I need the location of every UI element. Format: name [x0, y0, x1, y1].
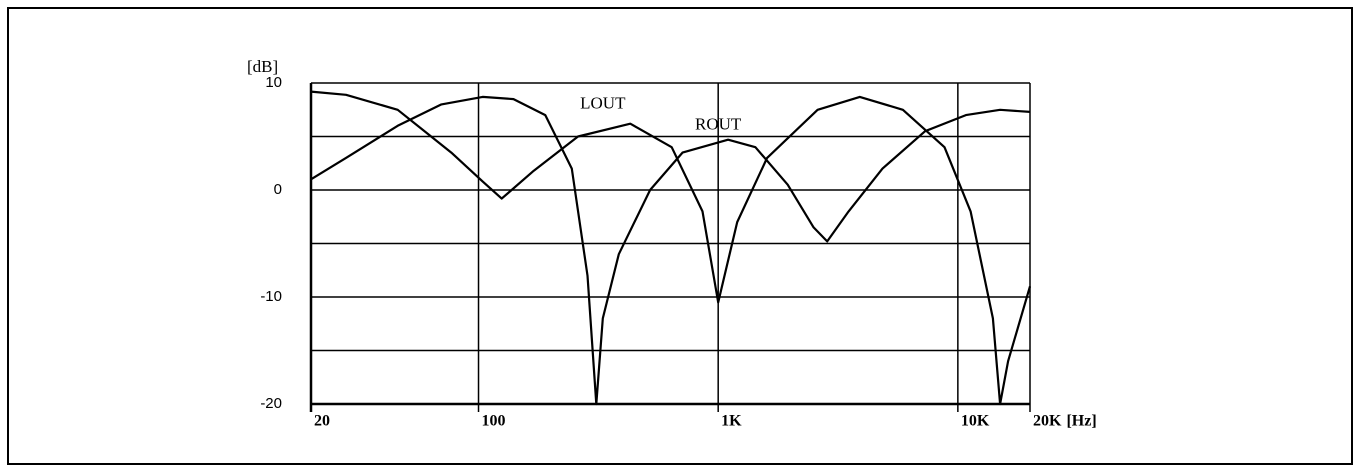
- x-tick-label: 100: [482, 413, 506, 430]
- x-axis-label: [Hz]: [1066, 413, 1096, 430]
- y-tick-label: -20: [260, 395, 282, 412]
- x-tick-label: 20K: [1033, 413, 1062, 430]
- x-tick-label: 1K: [721, 413, 742, 430]
- y-tick-label: 10: [265, 74, 282, 91]
- line-series: [310, 90, 1032, 406]
- annotation: LOUT: [580, 93, 626, 112]
- annotation: ROUT: [695, 115, 742, 134]
- y-tick-label: 0: [274, 181, 282, 198]
- line-series: [310, 95, 1031, 406]
- x-tick-label: 10K: [961, 413, 990, 430]
- y-tick-label: -10: [260, 288, 282, 305]
- y-axis-label: [dB]: [247, 57, 278, 76]
- x-tick-label: 20: [314, 413, 330, 430]
- frame: [7, 7, 1353, 465]
